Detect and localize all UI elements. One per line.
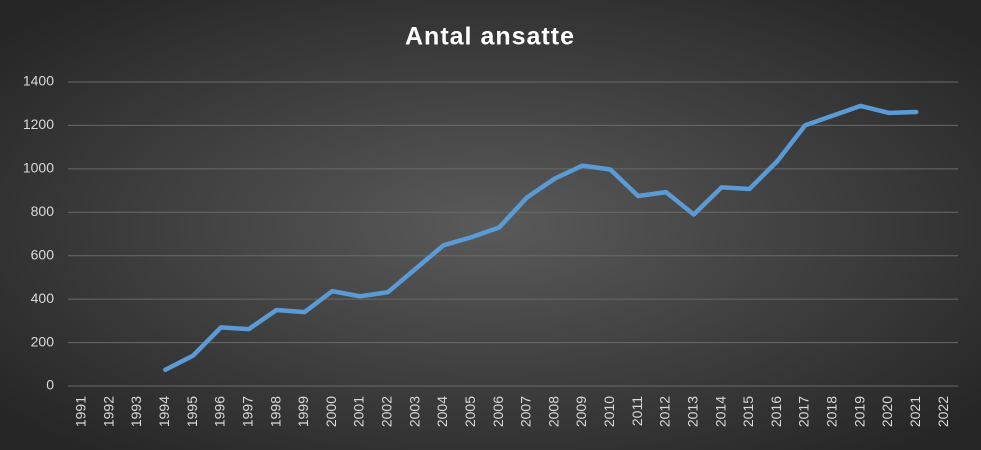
x-tick-label: 1993 [128,396,144,427]
x-tick-label: 2013 [684,396,700,427]
y-tick-label: 1000 [23,160,54,176]
x-tick-label: 2021 [907,396,923,427]
x-tick-label: 2011 [629,396,645,426]
y-tick-label: 0 [46,377,54,393]
x-tick-label: 2018 [824,396,840,427]
x-tick-label: 2016 [768,396,784,427]
x-tick-label: 2008 [545,396,561,427]
x-tick-label: 2002 [379,396,395,427]
x-tick-label: 2020 [879,396,895,427]
x-tick-label: 1995 [184,396,200,427]
x-tick-label: 2014 [712,396,728,427]
x-tick-label: 1997 [239,396,255,427]
x-tick-label: 2000 [323,396,339,427]
x-tick-label: 2010 [601,396,617,427]
x-tick-label: 2005 [462,396,478,427]
x-tick-label: 2006 [490,396,506,427]
x-tick-label: 2017 [796,396,812,427]
x-tick-label: 1999 [295,396,311,427]
y-tick-label: 400 [31,290,55,306]
y-tick-label: 1400 [23,73,54,89]
x-tick-label: 1998 [267,396,283,427]
data-line [163,103,919,372]
y-tick-label: 600 [31,246,55,262]
x-tick-label: 2012 [657,396,673,427]
y-tick-label: 200 [31,333,55,349]
x-tick-label: 2009 [573,396,589,427]
chart-title: Antal ansatte [405,23,575,51]
x-tick-label: 1996 [212,396,228,427]
x-tick-label: 2003 [406,396,422,427]
x-tick-label: 1992 [100,396,116,427]
x-tick-label: 1994 [156,396,172,427]
x-tick-label: 2004 [434,396,450,427]
x-tick-label: 1991 [73,396,89,427]
x-tick-label: 2022 [935,396,951,427]
x-tick-label: 2007 [518,396,534,427]
x-tick-label: 2015 [740,396,756,427]
x-tick-label: 2001 [351,396,367,427]
y-tick-label: 800 [31,203,55,219]
x-tick-label: 2019 [851,396,867,427]
y-tick-label: 1200 [23,116,54,132]
